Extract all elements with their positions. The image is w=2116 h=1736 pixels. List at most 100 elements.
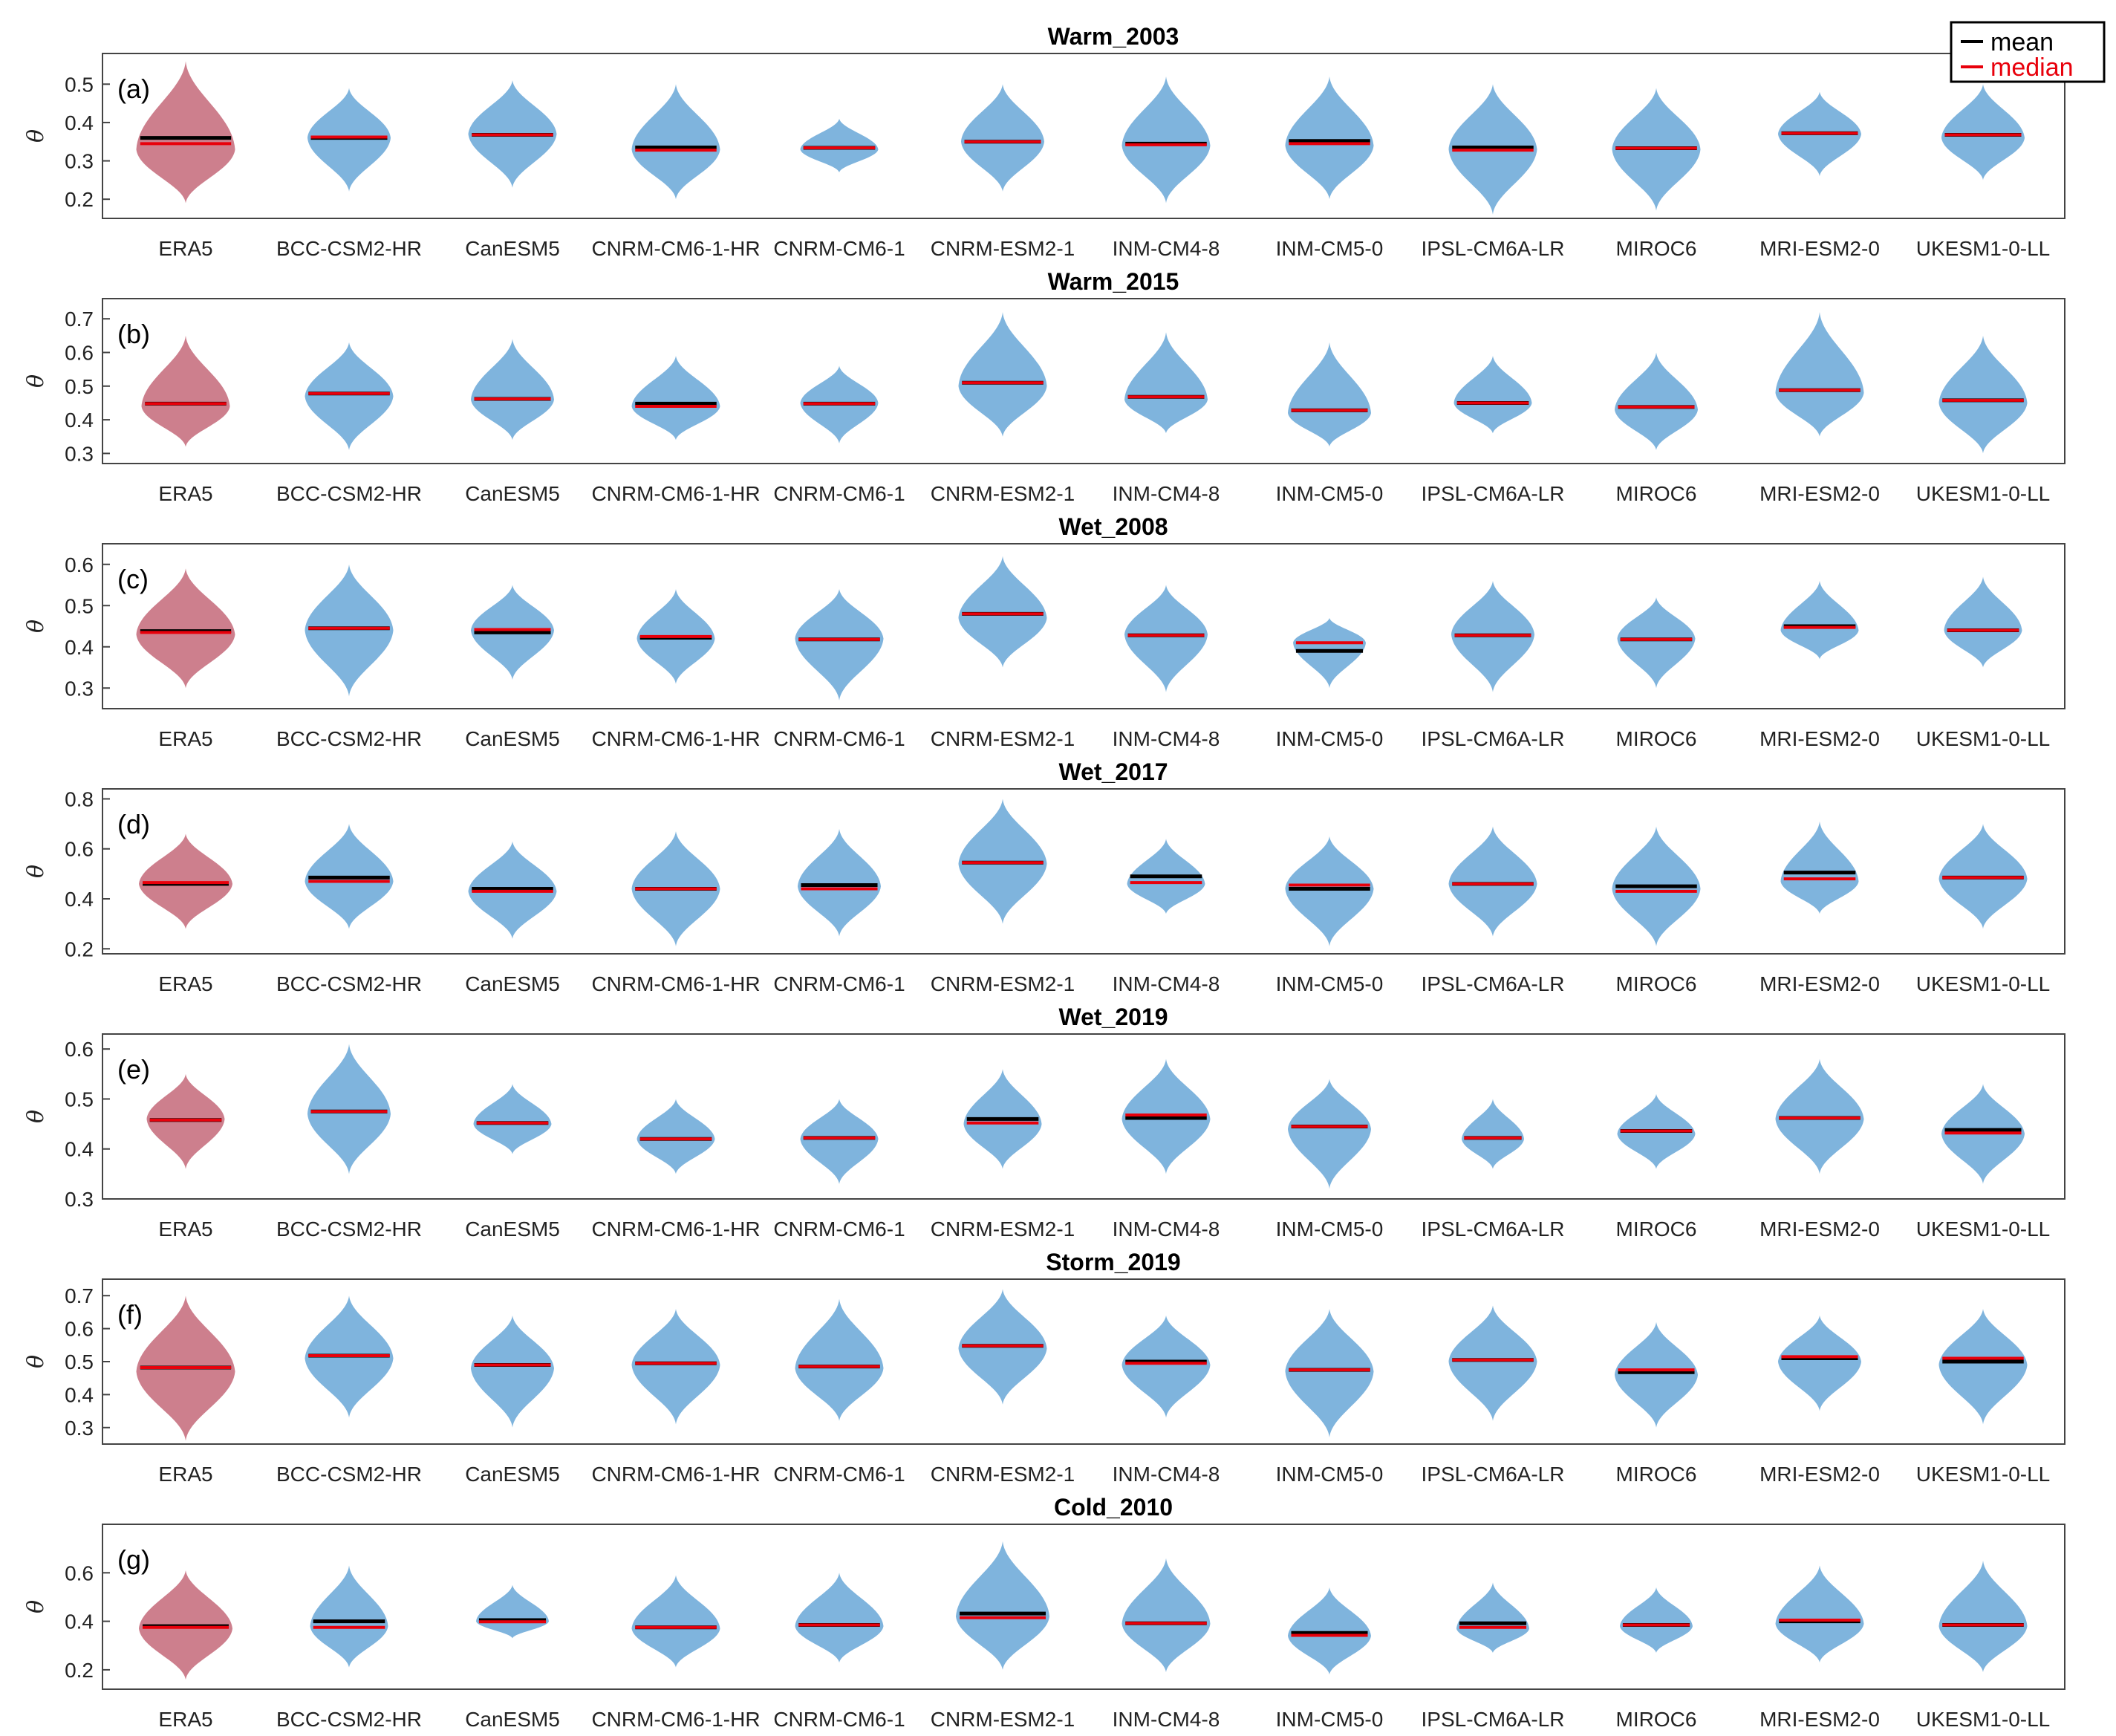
x-category-label: CanESM5 <box>465 237 560 260</box>
violin-bcc-csm2-hr <box>305 342 394 450</box>
y-tick-label: 0.4 <box>65 111 94 134</box>
x-category-label: MIROC6 <box>1616 482 1697 505</box>
x-category-label: BCC-CSM2-HR <box>276 1218 422 1241</box>
x-category-label: CNRM-ESM2-1 <box>931 972 1075 995</box>
x-category-label: INM-CM4-8 <box>1113 972 1220 995</box>
violin-ipsl-cm6a-lr <box>1462 1099 1524 1169</box>
violin-miroc6 <box>1620 1587 1693 1654</box>
x-category-label: UKESM1-0-LL <box>1916 237 2051 260</box>
violin-cnrm-cm6-1-hr <box>631 84 720 200</box>
violin-cnrm-esm2-1 <box>961 84 1044 192</box>
violin-bcc-csm2-hr <box>310 1565 388 1668</box>
x-category-label: ERA5 <box>158 1463 212 1486</box>
violin-canesm5 <box>471 1315 554 1428</box>
violin-mri-esm2-0 <box>1775 1565 1864 1663</box>
y-tick-label: 0.2 <box>65 937 94 960</box>
x-category-label: BCC-CSM2-HR <box>276 1463 422 1486</box>
y-tick-label: 0.3 <box>65 1417 94 1440</box>
y-tick-label: 0.4 <box>65 1610 94 1633</box>
violin-bcc-csm2-hr <box>307 88 391 192</box>
violin-era5 <box>136 61 235 204</box>
violin-inm-cm5-0 <box>1288 1587 1371 1675</box>
x-category-label: CNRM-CM6-1 <box>773 237 905 260</box>
violin-mri-esm2-0 <box>1780 580 1859 660</box>
violin-canesm5 <box>476 1584 549 1639</box>
y-tick-label: 0.6 <box>65 341 94 364</box>
y-tick-label: 0.5 <box>65 1088 94 1111</box>
y-tick-label: 0.8 <box>65 787 94 810</box>
x-category-label: INM-CM4-8 <box>1113 1218 1220 1241</box>
panel-title: Storm_2019 <box>1046 1249 1180 1275</box>
violin-ipsl-cm6a-lr <box>1453 356 1532 434</box>
x-category-label: CanESM5 <box>465 1463 560 1486</box>
violin-miroc6 <box>1615 1321 1698 1428</box>
panel-label: (a) <box>117 74 150 104</box>
violin-cnrm-esm2-1 <box>958 556 1047 668</box>
violin-canesm5 <box>473 1084 552 1154</box>
y-tick-label: 0.6 <box>65 553 94 576</box>
plot-frame <box>102 1524 2065 1690</box>
x-category-label: IPSL-CM6A-LR <box>1422 1708 1565 1731</box>
x-category-label: BCC-CSM2-HR <box>276 1708 422 1731</box>
panel-wet_2008: Wet_2008 (c) θ 0.3 0.4 0.5 0.6 ERA5 BCC-CSM2-HR C… <box>23 513 2065 750</box>
violin-cnrm-esm2-1 <box>956 1541 1049 1670</box>
panel-title: Wet_2019 <box>1058 1004 1168 1030</box>
x-category-label: ERA5 <box>158 482 212 505</box>
x-category-label: INM-CM5-0 <box>1276 1463 1384 1486</box>
violin-cnrm-esm2-1 <box>958 312 1047 437</box>
x-category-label: IPSL-CM6A-LR <box>1422 1218 1565 1241</box>
violin-inm-cm4-8 <box>1122 1558 1211 1673</box>
x-category-label: MRI-ESM2-0 <box>1759 1463 1880 1486</box>
violin-cnrm-cm6-1 <box>795 589 884 700</box>
y-tick-label: 0.3 <box>65 677 94 700</box>
violin-ipsl-cm6a-lr <box>1448 1305 1537 1421</box>
plot-frame <box>102 298 2065 464</box>
x-category-label: BCC-CSM2-HR <box>276 972 422 995</box>
y-tick-label: 0.6 <box>65 1318 94 1341</box>
x-category-label: BCC-CSM2-HR <box>276 237 422 260</box>
panel-title: Warm_2003 <box>1048 23 1179 50</box>
violin-inm-cm5-0 <box>1293 617 1366 689</box>
x-category-label: MIROC6 <box>1616 1218 1697 1241</box>
y-axis-label: θ <box>23 1355 49 1368</box>
x-category-label: MIROC6 <box>1616 727 1697 750</box>
violin-cnrm-cm6-1-hr <box>637 1099 715 1174</box>
y-tick-label: 0.5 <box>65 594 94 617</box>
x-category-label: ERA5 <box>158 727 212 750</box>
violin-cnrm-cm6-1 <box>795 1573 884 1663</box>
violin-canesm5 <box>471 339 554 440</box>
plot-frame <box>102 53 2065 219</box>
x-category-label: UKESM1-0-LL <box>1916 1218 2051 1241</box>
plot-frame <box>102 788 2065 955</box>
x-category-label: INM-CM5-0 <box>1276 1708 1384 1731</box>
violin-cnrm-cm6-1 <box>800 1099 879 1184</box>
x-category-label: INM-CM5-0 <box>1276 1218 1384 1241</box>
x-category-label: CanESM5 <box>465 1218 560 1241</box>
x-category-label: ERA5 <box>158 1708 212 1731</box>
y-tick-label: 0.6 <box>65 1561 94 1584</box>
y-axis-label: θ <box>23 620 49 633</box>
x-category-label: MRI-ESM2-0 <box>1759 1708 1880 1731</box>
x-category-label: ERA5 <box>158 237 212 260</box>
x-category-label: ERA5 <box>158 972 212 995</box>
x-category-label: CanESM5 <box>465 482 560 505</box>
x-category-label: CanESM5 <box>465 1708 560 1731</box>
x-category-label: CNRM-CM6-1 <box>773 482 905 505</box>
y-tick-label: 0.7 <box>65 308 94 331</box>
panel-warm_2003: Warm_2003 (a) θ 0.2 0.3 0.4 0.5 ERA5 BCC-CSM2-HR… <box>23 23 2065 260</box>
plot-frame <box>102 543 2065 709</box>
violin-ukesm1-0-ll <box>1941 84 2025 181</box>
x-category-label: CNRM-CM6-1 <box>773 1463 905 1486</box>
x-category-label: CNRM-ESM2-1 <box>931 1218 1075 1241</box>
x-category-label: CNRM-CM6-1 <box>773 1708 905 1731</box>
panel-title: Warm_2015 <box>1048 268 1179 295</box>
violin-miroc6 <box>1617 597 1696 689</box>
y-tick-label: 0.4 <box>65 1383 94 1406</box>
y-tick-label: 0.4 <box>65 636 94 659</box>
x-category-label: INM-CM4-8 <box>1113 237 1220 260</box>
x-category-label: CNRM-ESM2-1 <box>931 1708 1075 1731</box>
panel-label: (c) <box>117 564 149 594</box>
violin-inm-cm4-8 <box>1124 332 1208 434</box>
x-category-label: IPSL-CM6A-LR <box>1422 237 1565 260</box>
